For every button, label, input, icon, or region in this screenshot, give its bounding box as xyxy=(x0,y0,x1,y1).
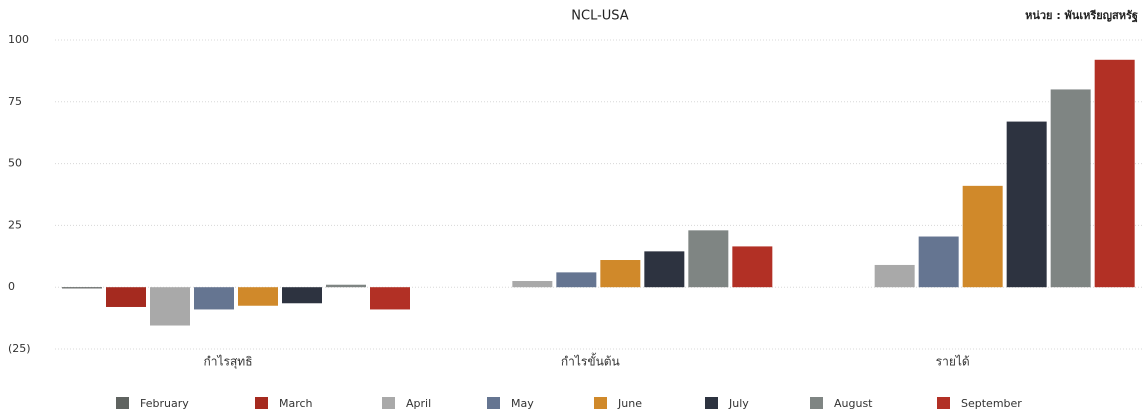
legend-swatch xyxy=(255,397,268,409)
legend-label: February xyxy=(140,397,189,410)
legend-label: May xyxy=(511,397,534,410)
bar xyxy=(556,272,597,288)
x-tick-label: กำไรสุทธิ xyxy=(203,355,252,370)
bar xyxy=(194,287,234,310)
bar xyxy=(732,246,773,288)
bar xyxy=(370,287,410,310)
legend-label: April xyxy=(406,397,431,410)
y-tick-label: 0 xyxy=(8,280,15,293)
y-tick-label: 100 xyxy=(8,33,29,46)
bar xyxy=(238,287,278,306)
y-tick-label: 50 xyxy=(8,157,22,170)
legend-label: July xyxy=(728,397,749,410)
bar xyxy=(326,284,366,288)
x-tick-label: กำไรขั้นต้น xyxy=(561,353,620,369)
legend-swatch xyxy=(594,397,607,409)
legend-swatch xyxy=(382,397,395,409)
bar xyxy=(688,230,729,288)
bar xyxy=(1094,59,1135,288)
bar xyxy=(600,260,641,288)
bar xyxy=(1006,121,1047,288)
x-tick-label: รายได้ xyxy=(936,355,970,369)
bar xyxy=(62,287,102,289)
bar xyxy=(150,287,190,326)
legend-label: September xyxy=(961,397,1022,410)
legend-swatch xyxy=(116,397,129,409)
bar xyxy=(644,251,685,288)
bar xyxy=(512,281,553,288)
legend-swatch xyxy=(810,397,823,409)
bar xyxy=(282,287,322,304)
legend-swatch xyxy=(487,397,500,409)
bar xyxy=(106,287,146,307)
y-tick-label: 75 xyxy=(8,95,22,108)
bar xyxy=(874,264,915,288)
legend-label: August xyxy=(834,397,873,410)
bar xyxy=(1050,89,1091,288)
legend-label: June xyxy=(617,397,642,410)
chart-title: NCL-USA xyxy=(571,9,629,24)
y-tick-label: 25 xyxy=(8,218,22,231)
y-tick-label: (25) xyxy=(8,342,31,355)
bar xyxy=(918,236,959,288)
legend-swatch xyxy=(705,397,718,409)
legend-label: March xyxy=(279,397,313,410)
legend-swatch xyxy=(937,397,950,409)
unit-label: หน่วย : พันเหรียญสหรัฐ xyxy=(1025,9,1138,23)
bar xyxy=(962,185,1003,288)
